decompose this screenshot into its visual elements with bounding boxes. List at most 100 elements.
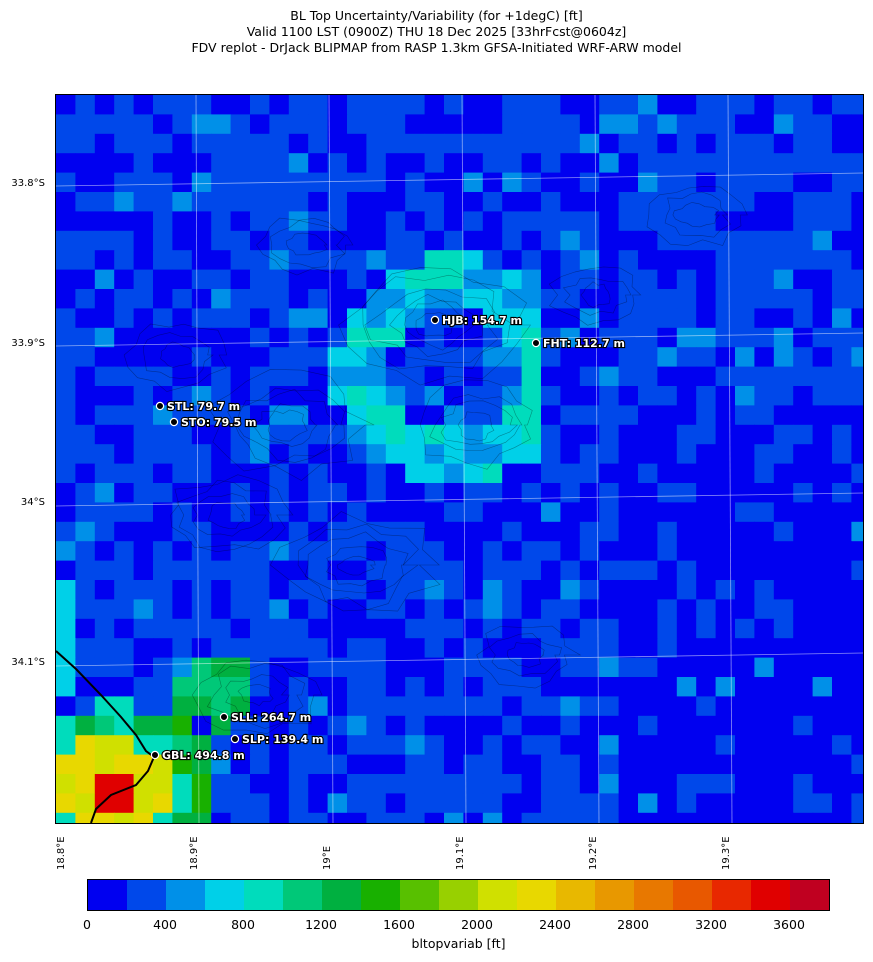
grid-cell xyxy=(385,289,406,309)
grid-cell xyxy=(657,444,678,465)
grid-cell xyxy=(657,599,678,620)
grid-cell xyxy=(618,463,639,484)
colorbar-swatch xyxy=(127,880,167,910)
grid-cell xyxy=(424,133,445,154)
grid-cell xyxy=(288,483,309,503)
grid-cell xyxy=(657,95,678,115)
grid-cell xyxy=(482,250,503,271)
station-stl[interactable]: STL: 79.7 m xyxy=(155,399,241,414)
grid-cell xyxy=(579,677,600,697)
grid-cell xyxy=(696,230,717,251)
grid-cell xyxy=(172,366,193,387)
grid-cell xyxy=(347,405,367,426)
grid-cell xyxy=(657,308,678,329)
grid-cell xyxy=(599,735,620,756)
grid-cell xyxy=(676,405,697,426)
grid-cell xyxy=(754,618,775,639)
grid-cell xyxy=(288,405,309,426)
grid-cell xyxy=(560,172,581,193)
grid-cell xyxy=(288,386,309,406)
station-hjb[interactable]: HJB: 154.7 m xyxy=(430,313,523,328)
grid-cell xyxy=(521,541,542,562)
grid-cell xyxy=(133,95,154,115)
grid-cell xyxy=(696,657,717,678)
grid-cell xyxy=(308,192,329,212)
grid-cell xyxy=(424,618,445,639)
grid-cell xyxy=(832,560,852,581)
grid-cell xyxy=(599,444,620,465)
grid-cell xyxy=(327,618,348,639)
terrain-contour xyxy=(270,220,346,269)
grid-cell xyxy=(541,677,561,697)
grid-cell xyxy=(657,347,678,368)
grid-cell xyxy=(638,386,658,406)
grid-cell xyxy=(696,696,717,717)
grid-cell xyxy=(832,541,852,562)
station-sto[interactable]: STO: 79.5 m xyxy=(169,415,258,430)
grid-cell xyxy=(172,230,193,251)
grid-cell xyxy=(502,560,523,581)
grid-cell xyxy=(521,192,542,212)
grid-cell xyxy=(347,172,367,193)
grid-cell xyxy=(676,754,697,775)
grid-cell xyxy=(851,754,863,775)
grid-cell xyxy=(851,541,863,562)
grid-cell xyxy=(327,347,348,368)
grid-cell xyxy=(773,618,794,639)
grid-cell xyxy=(773,95,794,115)
forecast-map[interactable]: HJB: 154.7 m FHT: 112.7 m STL: 79.7 m STO: … xyxy=(55,94,864,824)
grid-cell xyxy=(599,599,620,620)
grid-cell xyxy=(347,230,367,251)
grid-cell xyxy=(560,657,581,678)
grid-cell xyxy=(308,424,329,445)
grid-cell xyxy=(444,386,464,406)
station-sll[interactable]: SLL: 264.7 m xyxy=(219,710,312,725)
grid-cell xyxy=(230,250,251,271)
grid-cell xyxy=(114,502,135,523)
grid-cell xyxy=(715,347,736,368)
grid-cell xyxy=(385,677,406,697)
colorbar-swatch xyxy=(751,880,791,910)
grid-cell xyxy=(754,230,775,251)
grid-cell xyxy=(851,230,863,251)
grid-cell xyxy=(851,560,863,581)
grid-cell xyxy=(444,638,464,659)
graticule-lat-34-1 xyxy=(56,652,863,667)
colorbar-swatch xyxy=(478,880,518,910)
grid-cell xyxy=(754,308,775,329)
terrain-contour xyxy=(562,277,632,316)
colorbar-swatch xyxy=(283,880,323,910)
grid-cell xyxy=(618,269,639,290)
grid-cell xyxy=(482,618,503,639)
grid-cell xyxy=(521,521,542,542)
grid-cell xyxy=(366,638,387,659)
grid-cell xyxy=(385,502,406,523)
station-slp[interactable]: SLP: 139.4 m xyxy=(230,732,324,747)
grid-cell xyxy=(793,172,814,193)
grid-cell xyxy=(269,386,290,406)
grid-cell xyxy=(638,677,658,697)
grid-cell xyxy=(172,289,193,309)
grid-cell xyxy=(75,289,96,309)
grid-cell xyxy=(735,638,755,659)
grid-cell xyxy=(269,366,290,387)
station-gbl[interactable]: GBL: 494.8 m xyxy=(150,748,246,763)
grid-cell xyxy=(172,114,193,135)
grid-cell xyxy=(347,327,367,348)
grid-cell xyxy=(482,327,503,348)
grid-cell xyxy=(832,133,852,154)
grid-cell xyxy=(327,172,348,193)
grid-cell xyxy=(754,793,775,814)
grid-cell xyxy=(308,463,329,484)
grid-cell xyxy=(308,114,329,135)
grid-cell xyxy=(288,657,309,678)
grid-cell xyxy=(385,366,406,387)
terrain-contour xyxy=(206,663,306,729)
grid-cell xyxy=(250,153,270,174)
grid-cell xyxy=(754,444,775,465)
grid-cell xyxy=(269,502,290,523)
grid-cell xyxy=(288,793,309,814)
grid-cell xyxy=(172,657,193,678)
grid-cell xyxy=(463,230,484,251)
station-fht[interactable]: FHT: 112.7 m xyxy=(531,336,626,351)
